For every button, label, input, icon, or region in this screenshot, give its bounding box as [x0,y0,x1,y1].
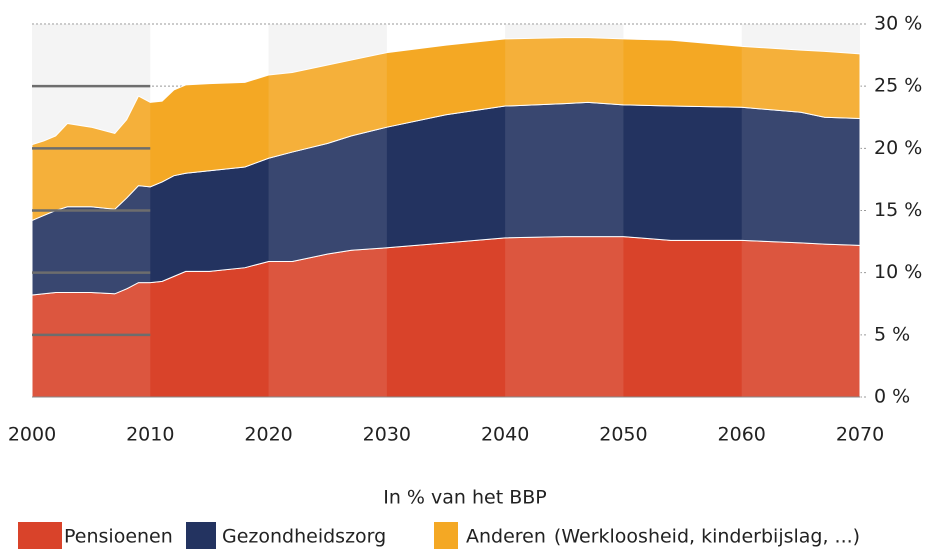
y-tick-label: 15 % [874,199,922,221]
legend-swatch [434,522,458,549]
decade-shade [268,24,387,397]
legend-label: Pensioenen [64,526,173,548]
x-tick-label: 2060 [718,424,766,446]
x-tick-label: 2030 [363,424,411,446]
x-tick-label: 2040 [481,424,529,446]
legend-label: Gezondheidszorg [222,526,386,548]
legend-swatch [18,522,62,549]
legend-swatch [186,522,216,549]
x-tick-label: 2010 [126,424,174,446]
x-tick-label: 2020 [244,424,292,446]
x-tick-label: 2070 [836,424,884,446]
x-tick-label: 2000 [8,424,56,446]
y-tick-label: 25 % [874,75,922,97]
y-tick-label: 5 % [874,323,910,345]
legend-label: Anderen [466,526,546,548]
decade-shade [505,24,624,397]
x-tick-label: 2050 [599,424,647,446]
decade-shade [741,24,860,397]
legend-note: (Werkloosheid, kinderbijslag, ...) [554,526,860,548]
y-tick-label: 10 % [874,261,922,283]
y-tick-label: 30 % [874,13,922,35]
area [31,37,861,222]
y-tick-label: 20 % [874,137,922,159]
y-tick-label: 0 % [874,386,910,408]
x-axis-label: In % van het BBP [383,487,547,509]
